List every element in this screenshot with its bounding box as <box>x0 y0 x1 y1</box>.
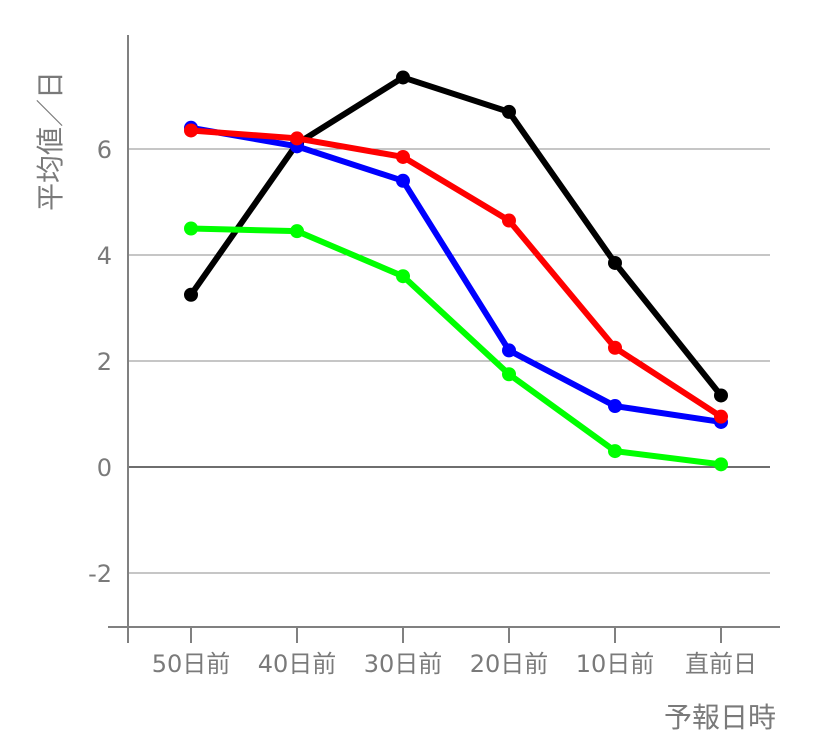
y-tick-label: -2 <box>88 560 112 588</box>
data-point <box>396 70 410 85</box>
series-line <box>188 127 724 420</box>
x-tick-label: 40日前 <box>258 650 337 678</box>
axes <box>108 35 780 628</box>
y-tick-label: 0 <box>97 454 112 482</box>
x-ticks <box>127 627 722 643</box>
data-point <box>502 104 516 119</box>
data-point <box>714 409 728 424</box>
data-point <box>290 131 304 146</box>
series-3 <box>184 123 728 424</box>
series-group <box>184 70 728 472</box>
x-tick-label: 直前日 <box>685 650 757 678</box>
x-tick-labels: 50日前 40日前 30日前 20日前 10日前 直前日 <box>152 650 757 678</box>
data-point <box>714 457 728 472</box>
data-point <box>608 340 622 355</box>
data-point <box>396 269 410 284</box>
data-point <box>608 255 622 270</box>
y-tick-label: 4 <box>97 242 112 270</box>
x-tick-label: 10日前 <box>576 650 655 678</box>
data-point <box>608 399 622 414</box>
series-1 <box>184 70 728 403</box>
series-4 <box>184 221 728 472</box>
data-point <box>502 213 516 228</box>
y-tick-label: 6 <box>97 136 112 164</box>
data-point <box>502 343 516 358</box>
data-point <box>608 444 622 459</box>
x-tick-label: 50日前 <box>152 650 231 678</box>
x-axis-title: 予報日時 <box>664 701 776 734</box>
series-2 <box>184 120 728 429</box>
data-point <box>396 149 410 164</box>
gridlines <box>128 148 770 574</box>
y-tick-labels: -2 0 2 4 6 <box>88 136 112 588</box>
data-point <box>184 221 198 236</box>
y-tick-label: 2 <box>97 348 112 376</box>
data-point <box>184 123 198 138</box>
data-point <box>714 388 728 403</box>
data-point <box>502 367 516 382</box>
y-axis-title: 平均値／日 <box>34 71 67 211</box>
data-point <box>290 224 304 239</box>
series-line <box>188 225 724 468</box>
x-tick-label: 30日前 <box>364 650 443 678</box>
data-point <box>184 287 198 302</box>
data-point <box>396 173 410 188</box>
series-line <box>188 124 724 425</box>
series-line <box>188 74 724 399</box>
x-tick-label: 20日前 <box>470 650 549 678</box>
